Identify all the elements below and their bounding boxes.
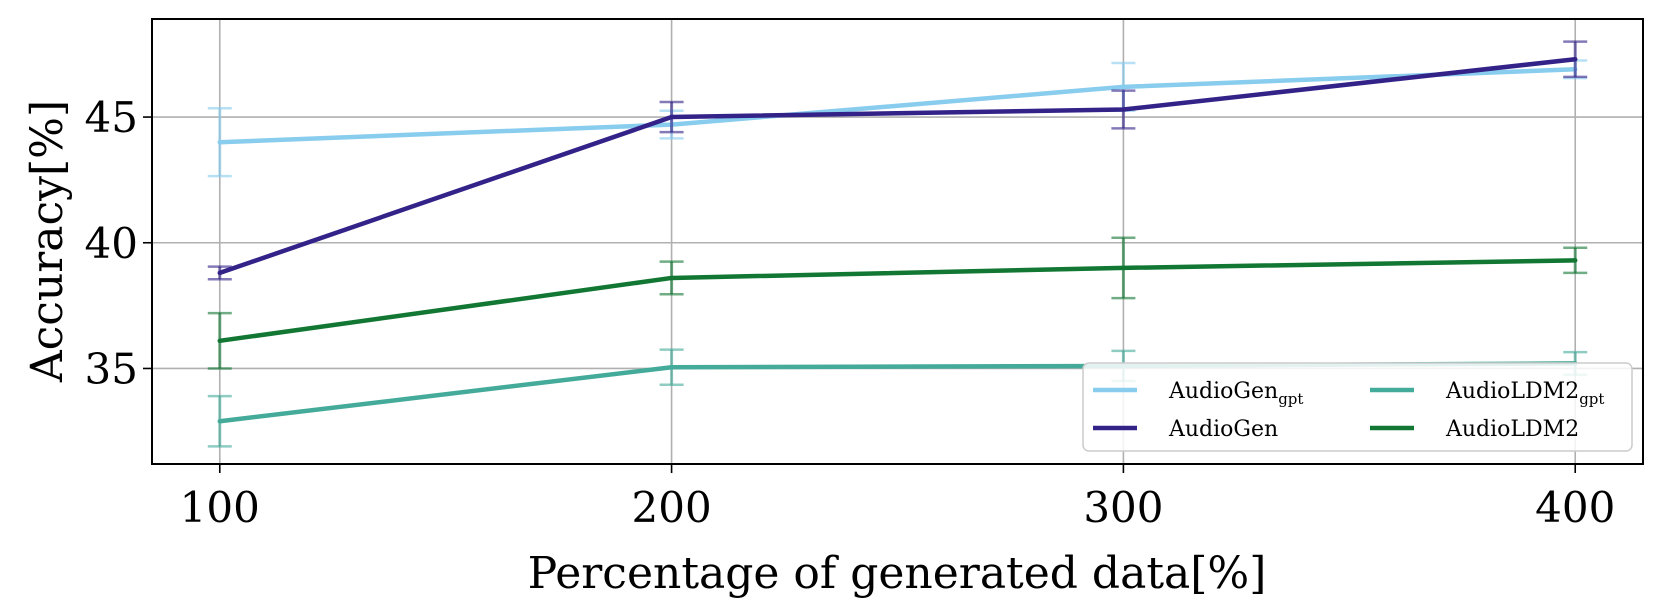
y-axis-label: Accuracy[%] — [22, 100, 73, 383]
legend-label: AudioGengpt — [1168, 379, 1303, 408]
legend-label: AudioLDM2 — [1445, 417, 1579, 442]
legend-label: AudioGen — [1168, 417, 1278, 442]
series-audiogen — [207, 40, 1588, 281]
x-axis-label: Percentage of generated data[%] — [528, 548, 1267, 599]
series-line — [217, 258, 1578, 344]
ticks: 100 200 300 400 35 40 45 — [85, 93, 1616, 532]
y-tick-label: 45 — [85, 93, 138, 142]
legend-item: AudioGen — [1093, 417, 1278, 442]
y-tick-label: 40 — [85, 219, 138, 268]
legend-item: AudioLDM2 — [1370, 417, 1579, 442]
x-tick-label: 100 — [180, 483, 260, 532]
y-tick-label: 35 — [85, 344, 138, 393]
plot-frame — [151, 18, 1644, 465]
series-line — [217, 56, 1578, 276]
x-tick-label: 300 — [1083, 483, 1163, 532]
legend-item: AudioGengpt — [1093, 379, 1303, 408]
x-tick-label: 400 — [1535, 483, 1615, 532]
x-tick-label: 200 — [632, 483, 712, 532]
legend-item: AudioLDM2gpt — [1370, 379, 1604, 408]
legend-box — [1082, 362, 1633, 452]
series-audioldm2 — [207, 236, 1588, 370]
legend: AudioGengpt AudioGen AudioLDM2gpt AudioLDM2 — [1082, 362, 1633, 452]
legend-label: AudioLDM2gpt — [1445, 379, 1604, 408]
series-audiogen-gpt — [207, 59, 1588, 178]
series-line — [217, 67, 1578, 145]
